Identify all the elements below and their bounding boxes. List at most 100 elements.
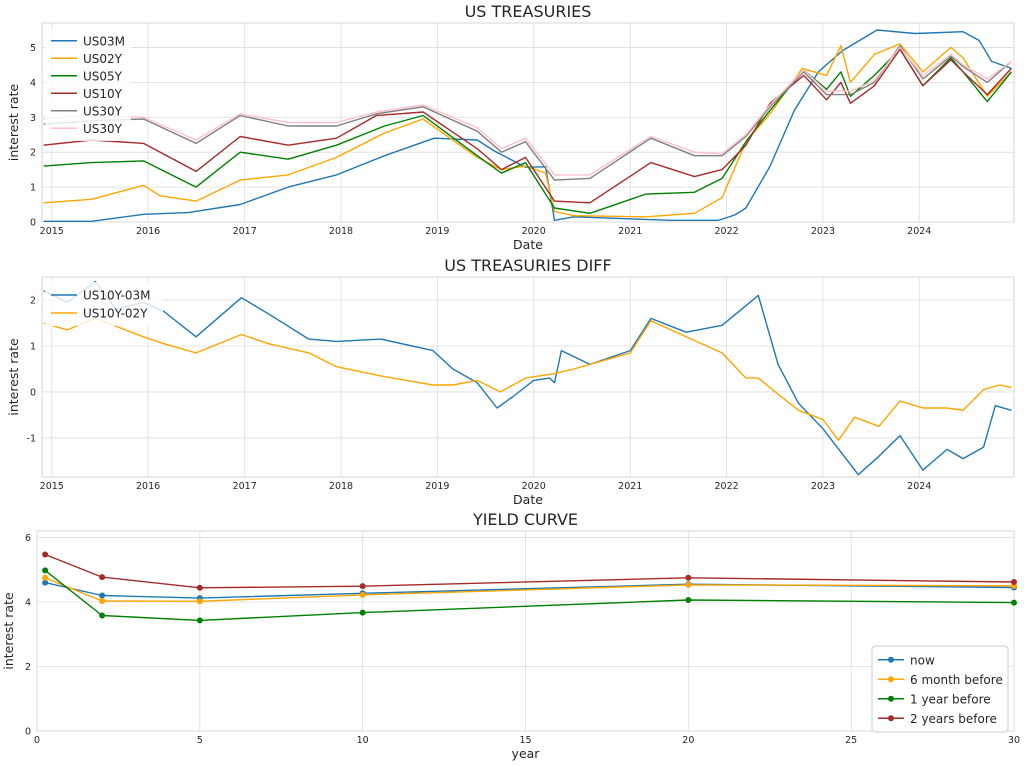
x-axis-label: year [512,746,541,761]
x-tick-label: 20 [682,735,694,746]
legend-entry: US10Y-03M [83,289,151,303]
x-tick-label: 5 [197,735,203,746]
series-line-2 [44,577,1014,602]
legend: US03M US02Y US05Y US10Y US30Y US30Y [45,28,131,141]
legend-entry: 1 year before [910,692,991,706]
x-tick-label: 2022 [715,481,739,492]
legend-marker [888,676,894,683]
legend-box [871,645,1009,733]
data-point [42,551,49,558]
legend-entry: now [910,653,935,667]
chart-2: 2015 2016 2017 2018 2019 2020 2021 2022 2023 2024… [6,256,1015,507]
x-tick-label: 2019 [425,481,449,492]
x-tick-label: 2015 [40,481,64,492]
series-group [44,553,1014,622]
x-tick-label: 2020 [522,481,546,492]
legend-entry: US10Y [83,87,123,101]
data-point [1011,578,1017,585]
series-group [43,29,1012,222]
data-point [42,574,49,581]
x-tick-label: 30 [1008,735,1020,746]
x-axis-label: Date [513,237,543,252]
series-line-6 [43,46,1012,176]
legend-entry: US02Y [83,52,123,66]
y-tick-label: 2 [30,295,36,306]
series-line-1 [43,280,1012,476]
chart-3: 0 5 10 15 20 25 30 0 2 4 6 YIELD CURVE year interest … [1,510,1020,761]
legend-marker [888,715,894,722]
y-tick-label: 0 [30,218,36,229]
plot-area [41,276,1015,478]
x-tick-label: 2024 [907,481,931,492]
y-tick-label: 5 [30,43,36,54]
data-point [359,591,366,598]
chart-title: US TREASURIES [465,2,592,21]
legend-entry: US10Y-02Y [83,307,148,321]
series-line-2 [43,43,1012,218]
y-tick-label: 0 [25,727,31,738]
y-tick-label: 3 [30,113,36,124]
legend-marker [888,695,894,702]
x-tick-label: 0 [34,735,40,746]
series-line-4 [44,553,1014,589]
data-point [99,598,106,604]
x-tick-label: 10 [357,735,369,746]
y-tick-label: 4 [25,597,31,608]
x-tick-label: 2019 [425,226,449,237]
data-point [196,617,203,624]
x-tick-label: 2016 [136,226,160,237]
y-tick-label: 6 [25,533,31,544]
data-point [359,609,366,616]
legend-box [45,28,131,141]
data-point [42,567,49,574]
legend-entry: US03M [83,34,125,48]
y-tick-label: 2 [25,662,31,673]
x-tick-label: 2021 [618,226,642,237]
x-tick-label: 2022 [715,226,739,237]
x-tick-label: 2016 [136,481,160,492]
legend-entry: 6 month before [910,673,1003,687]
x-axis-label: Date [513,492,543,507]
data-point [99,592,106,599]
y-tick-label: -1 [27,433,36,444]
series-group [43,280,1012,476]
y-tick-label: 0 [30,387,36,398]
legend-box [45,282,163,326]
data-point [42,579,49,586]
data-point [1011,599,1017,606]
data-point [685,597,692,604]
x-tick-label: 2018 [329,226,353,237]
data-point [196,584,203,591]
y-tick-label: 4 [30,78,36,89]
chart-title: US TREASURIES DIFF [444,256,611,275]
y-axis-label: interest rate [6,84,21,162]
legend: now 6 month before 1 year before 2 years be… [871,645,1009,733]
y-tick-label: 1 [30,341,36,352]
x-tick-label: 2015 [40,226,64,237]
legend: US10Y-03M US10Y-02Y [45,282,163,326]
legend-entry: US30Y [83,122,123,136]
y-axis-label: interest rate [6,338,21,416]
data-point [99,612,106,619]
legend-entry: 2 years before [910,712,997,726]
legend-entry: US05Y [83,69,123,83]
x-tick-label: 25 [845,735,857,746]
chart-title: YIELD CURVE [472,510,578,529]
x-tick-label: 2024 [907,226,931,237]
chart-1: 2015 2016 2017 2018 2019 2020 2021 2022 2023 2024… [6,2,1015,252]
x-tick-label: 2017 [233,226,257,237]
y-tick-label: 1 [30,183,36,194]
series-line-4 [43,48,1012,204]
x-tick-label: 15 [519,735,531,746]
data-point [196,598,203,605]
data-point [685,574,692,581]
x-tick-label: 2018 [329,481,353,492]
x-tick-label: 2020 [522,226,546,237]
legend-marker [888,656,894,663]
x-tick-label: 2023 [811,226,835,237]
series-line-2 [43,317,1012,441]
y-tick-label: 2 [30,148,36,159]
series-line-1 [43,29,1012,222]
y-axis-label: interest rate [1,592,16,670]
x-tick-label: 2017 [233,481,257,492]
